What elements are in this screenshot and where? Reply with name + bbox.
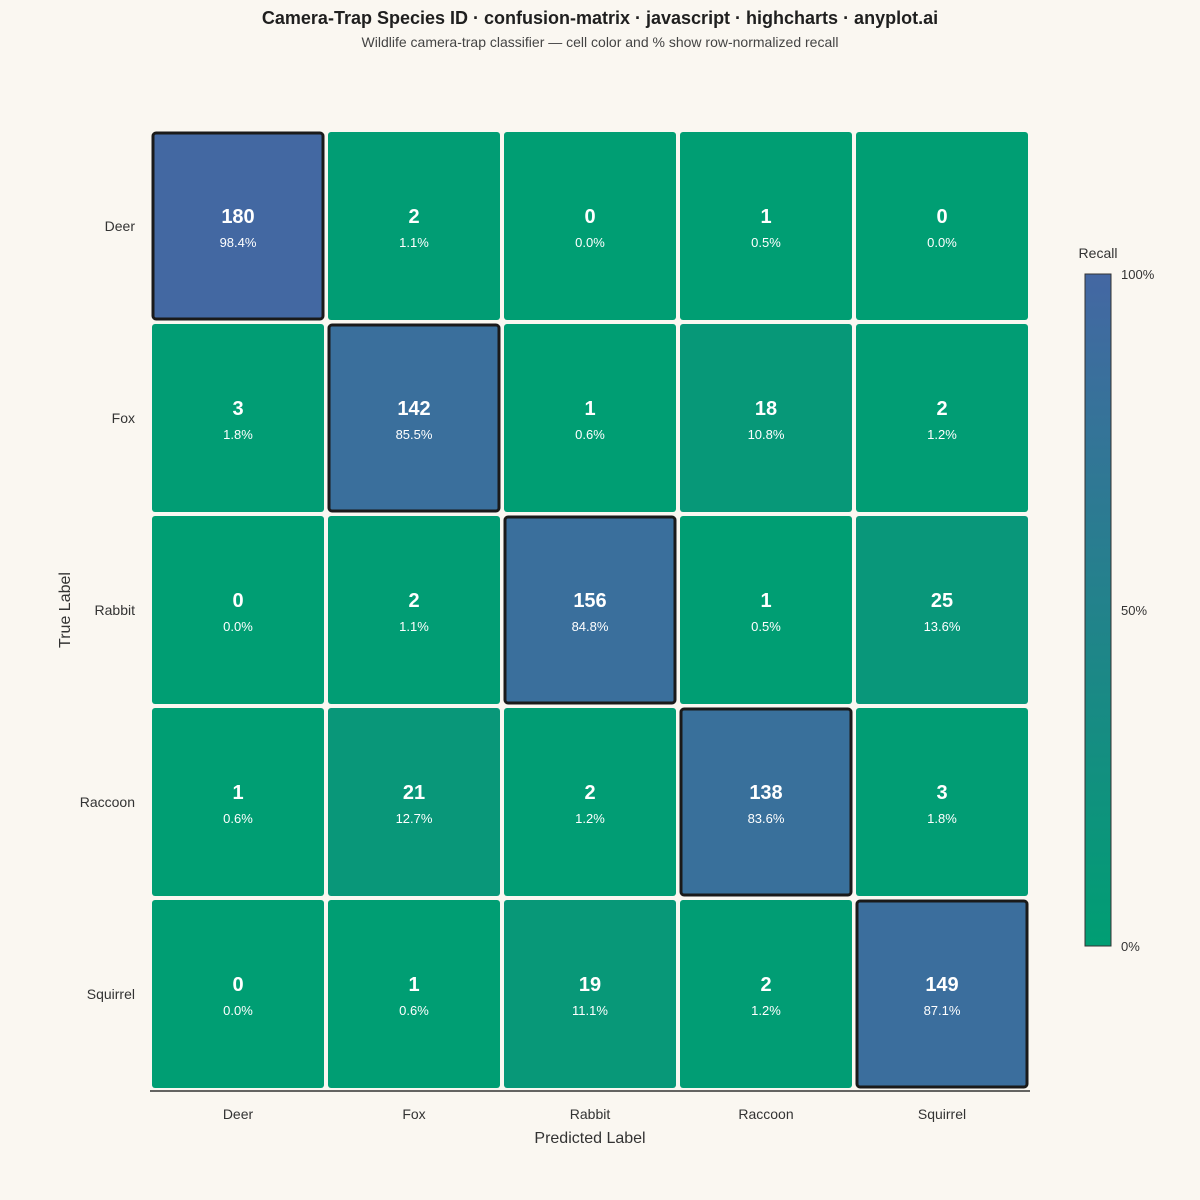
cell-count-label: 3 xyxy=(936,782,947,804)
cell-percent-label: 10.8% xyxy=(748,427,785,442)
y-tick-label: Squirrel xyxy=(87,986,135,1002)
cell-percent-label: 98.4% xyxy=(220,235,257,250)
y-tick-label: Raccoon xyxy=(80,794,135,810)
heatmap-cell xyxy=(680,900,852,1088)
cell-count-label: 2 xyxy=(760,974,771,996)
colorbar-title: Recall xyxy=(1079,245,1118,261)
colorbar-tick-label: 50% xyxy=(1121,603,1147,618)
cell-count-label: 19 xyxy=(579,974,601,996)
heatmap-cell xyxy=(680,324,852,512)
cell-percent-label: 12.7% xyxy=(396,811,433,826)
heatmap-cell xyxy=(856,132,1028,320)
heatmap-cell xyxy=(856,516,1028,704)
cell-percent-label: 0.6% xyxy=(223,811,253,826)
cell-percent-label: 1.2% xyxy=(575,811,605,826)
cell-percent-label: 87.1% xyxy=(924,1003,961,1018)
chart-title: Camera-Trap Species ID · confusion-matri… xyxy=(261,8,939,28)
cell-count-label: 2 xyxy=(584,782,595,804)
colorbar-tick-label: 100% xyxy=(1121,267,1155,282)
colorbar-tick-label: 0% xyxy=(1121,939,1140,954)
cell-percent-label: 0.0% xyxy=(927,235,957,250)
cell-count-label: 142 xyxy=(397,398,430,420)
heatmap-cell xyxy=(328,900,500,1088)
heatmap-cell xyxy=(504,708,676,896)
cell-percent-label: 84.8% xyxy=(572,619,609,634)
heatmap-cell xyxy=(680,516,852,704)
heatmap-cell xyxy=(504,132,676,320)
heatmap-cell xyxy=(504,324,676,512)
cell-percent-label: 1.8% xyxy=(223,427,253,442)
cell-percent-label: 0.6% xyxy=(575,427,605,442)
cell-count-label: 180 xyxy=(221,206,254,228)
x-axis-title: Predicted Label xyxy=(534,1130,645,1147)
heatmap-cell xyxy=(856,324,1028,512)
cell-count-label: 3 xyxy=(232,398,243,420)
cell-count-label: 21 xyxy=(403,782,425,804)
heatmap-cell xyxy=(328,132,500,320)
cell-count-label: 2 xyxy=(936,398,947,420)
cell-count-label: 1 xyxy=(760,206,771,228)
cell-count-label: 0 xyxy=(232,974,243,996)
y-tick-label: Rabbit xyxy=(95,602,136,618)
cell-percent-label: 1.8% xyxy=(927,811,957,826)
heatmap-cell xyxy=(152,900,324,1088)
x-tick-label: Raccoon xyxy=(738,1106,793,1122)
heatmap-cell xyxy=(152,516,324,704)
heatmap-cell xyxy=(328,708,500,896)
x-tick-label: Fox xyxy=(402,1106,425,1122)
heatmap-cell xyxy=(151,131,325,321)
cell-count-label: 1 xyxy=(584,398,595,420)
cell-percent-label: 1.2% xyxy=(751,1003,781,1018)
cell-percent-label: 85.5% xyxy=(396,427,433,442)
cell-percent-label: 11.1% xyxy=(572,1003,608,1018)
cell-count-label: 1 xyxy=(408,974,419,996)
y-tick-label: Fox xyxy=(112,410,135,426)
cell-count-label: 2 xyxy=(408,590,419,612)
cell-count-label: 1 xyxy=(232,782,243,804)
heatmap-cell xyxy=(855,899,1029,1089)
x-tick-label: Rabbit xyxy=(570,1106,611,1122)
cell-percent-label: 0.0% xyxy=(223,619,253,634)
cell-count-label: 149 xyxy=(925,974,958,996)
cell-count-label: 0 xyxy=(584,206,595,228)
heatmap-cell xyxy=(152,708,324,896)
heatmap-cell xyxy=(679,707,853,897)
cell-count-label: 0 xyxy=(232,590,243,612)
chart-subtitle: Wildlife camera-trap classifier — cell c… xyxy=(361,34,839,50)
cell-percent-label: 0.0% xyxy=(575,235,605,250)
heatmap-cell xyxy=(504,900,676,1088)
cell-percent-label: 83.6% xyxy=(748,811,785,826)
cell-percent-label: 13.6% xyxy=(924,619,961,634)
colorbar xyxy=(1084,273,1112,947)
y-axis-title: True Label xyxy=(57,572,74,648)
cell-count-label: 138 xyxy=(749,782,782,804)
cell-percent-label: 1.1% xyxy=(399,619,429,634)
heatmap-cell xyxy=(328,516,500,704)
cell-percent-label: 0.5% xyxy=(751,619,781,634)
cell-percent-label: 0.6% xyxy=(399,1003,429,1018)
cell-count-label: 2 xyxy=(408,206,419,228)
cell-count-label: 156 xyxy=(573,590,606,612)
cell-percent-label: 0.5% xyxy=(751,235,781,250)
x-tick-label: Squirrel xyxy=(918,1106,966,1122)
cell-percent-label: 1.2% xyxy=(927,427,957,442)
cell-count-label: 0 xyxy=(936,206,947,228)
cell-percent-label: 1.1% xyxy=(399,235,429,250)
y-tick-label: Deer xyxy=(105,218,136,234)
cell-count-label: 25 xyxy=(931,590,953,612)
heatmap-cell xyxy=(856,708,1028,896)
heatmap-cell xyxy=(152,324,324,512)
x-tick-label: Deer xyxy=(223,1106,254,1122)
heatmap-cell xyxy=(327,323,501,513)
cell-percent-label: 0.0% xyxy=(223,1003,253,1018)
heatmap-cell xyxy=(680,132,852,320)
cell-count-label: 1 xyxy=(760,590,771,612)
heatmap-cell xyxy=(503,515,677,705)
cell-count-label: 18 xyxy=(755,398,777,420)
